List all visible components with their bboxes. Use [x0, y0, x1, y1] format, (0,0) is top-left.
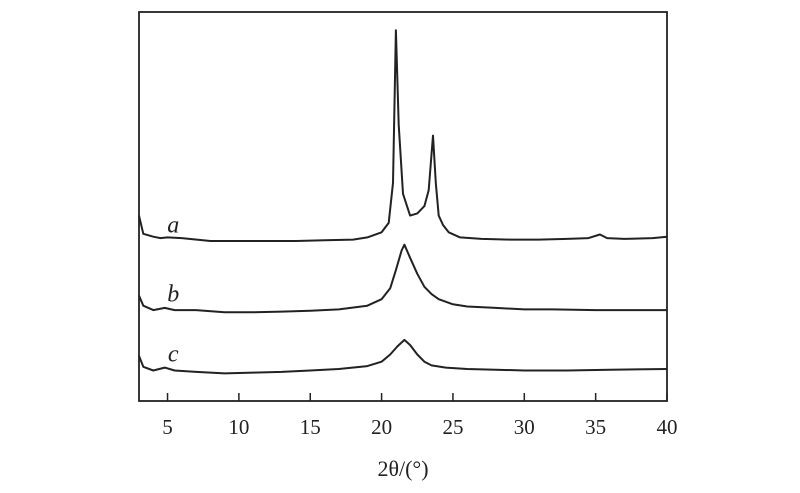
series-label-b: b	[167, 281, 179, 307]
x-axis-title: 2θ/(°)	[377, 456, 428, 481]
x-tick-label: 30	[514, 415, 535, 439]
series-line-c	[138, 338, 668, 375]
series-label-c: c	[168, 342, 179, 368]
series-curves	[138, 29, 668, 375]
x-tick-label: 15	[300, 415, 321, 439]
series-line-a	[138, 29, 668, 242]
x-axis-ticks: 5 10 15 20 25 30 35 40	[162, 393, 678, 439]
x-tick-label: 10	[228, 415, 249, 439]
x-tick-label: 40	[657, 415, 678, 439]
series-line-b	[138, 243, 667, 314]
x-tick-label: 35	[585, 415, 606, 439]
x-tick-label: 20	[371, 415, 392, 439]
x-tick-label: 25	[442, 415, 463, 439]
plot-frame	[138, 11, 668, 402]
x-tick-label: 5	[162, 415, 173, 439]
series-labels: a b c	[167, 212, 179, 367]
series-label-a: a	[167, 212, 179, 238]
